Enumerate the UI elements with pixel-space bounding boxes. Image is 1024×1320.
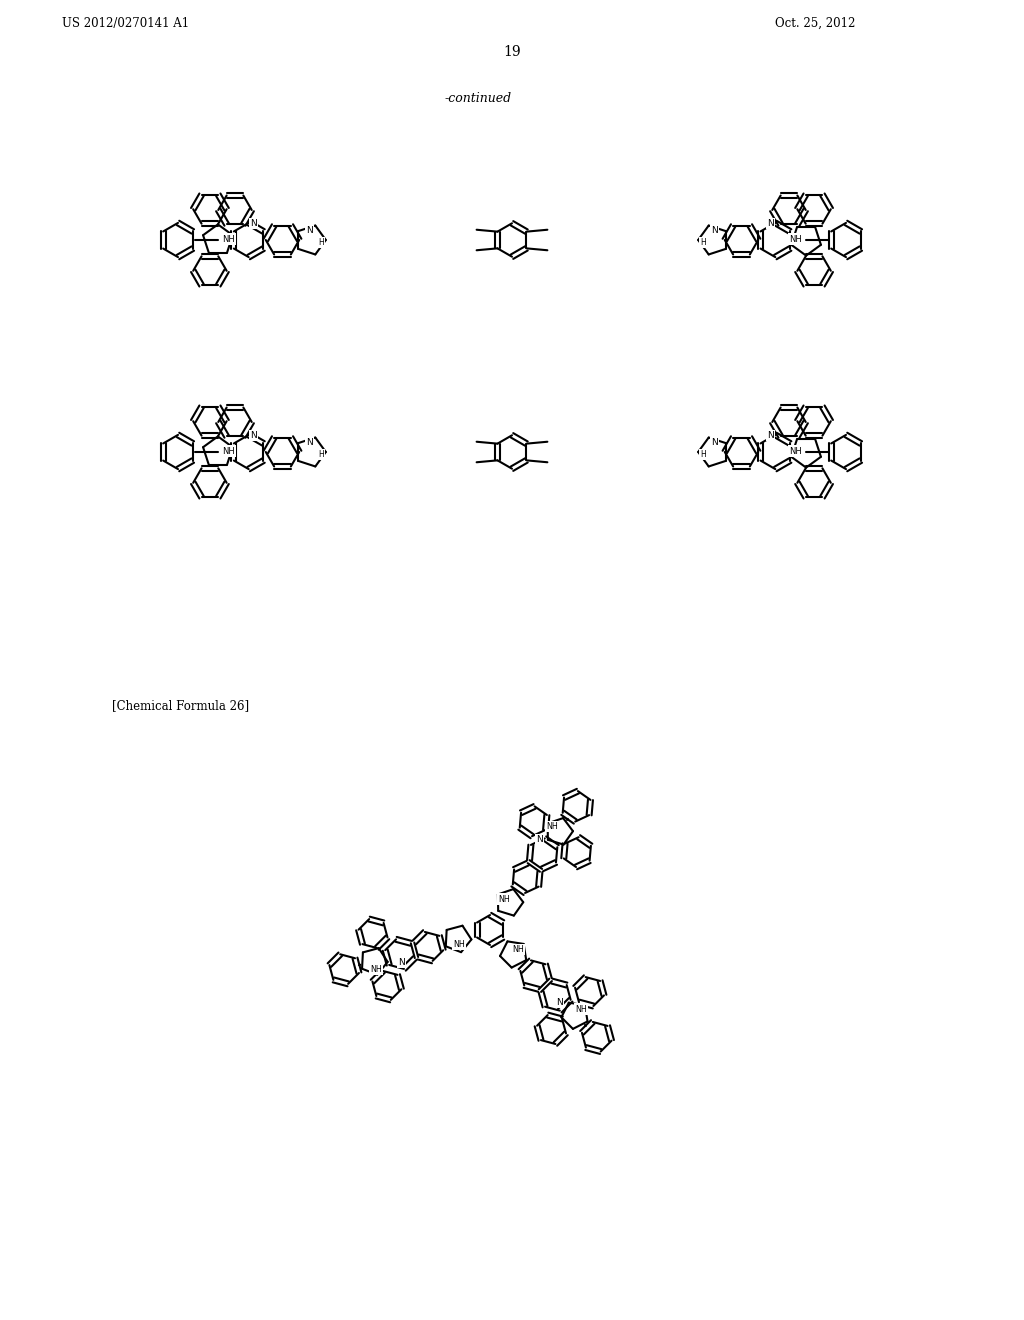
Text: -continued: -continued	[444, 91, 512, 104]
Text: NH: NH	[499, 895, 510, 903]
Text: N: N	[767, 430, 774, 440]
Text: US 2012/0270141 A1: US 2012/0270141 A1	[62, 16, 189, 29]
Text: [Chemical Formula 26]: [Chemical Formula 26]	[112, 700, 249, 713]
Text: H: H	[700, 239, 706, 247]
Text: NH: NH	[790, 235, 802, 244]
Text: NH: NH	[546, 822, 558, 832]
Text: NH: NH	[222, 446, 234, 455]
Text: N: N	[398, 958, 404, 966]
Text: H: H	[700, 450, 706, 459]
Text: N: N	[250, 430, 257, 440]
Text: N: N	[712, 226, 718, 235]
Text: NH: NH	[512, 945, 524, 954]
Text: H: H	[318, 239, 324, 247]
Text: H: H	[318, 450, 324, 459]
Text: NH: NH	[575, 1005, 587, 1014]
Text: N: N	[767, 219, 774, 228]
Text: N: N	[306, 438, 312, 447]
Text: NH: NH	[370, 965, 382, 974]
Text: 19: 19	[503, 45, 521, 59]
Text: N: N	[556, 998, 562, 1007]
Text: Oct. 25, 2012: Oct. 25, 2012	[775, 16, 855, 29]
Text: NH: NH	[222, 235, 234, 244]
Text: NH: NH	[454, 940, 465, 949]
Text: N: N	[250, 219, 257, 228]
Text: NH: NH	[790, 446, 802, 455]
Text: N: N	[712, 438, 718, 447]
Text: N: N	[537, 836, 543, 843]
Text: N: N	[306, 226, 312, 235]
